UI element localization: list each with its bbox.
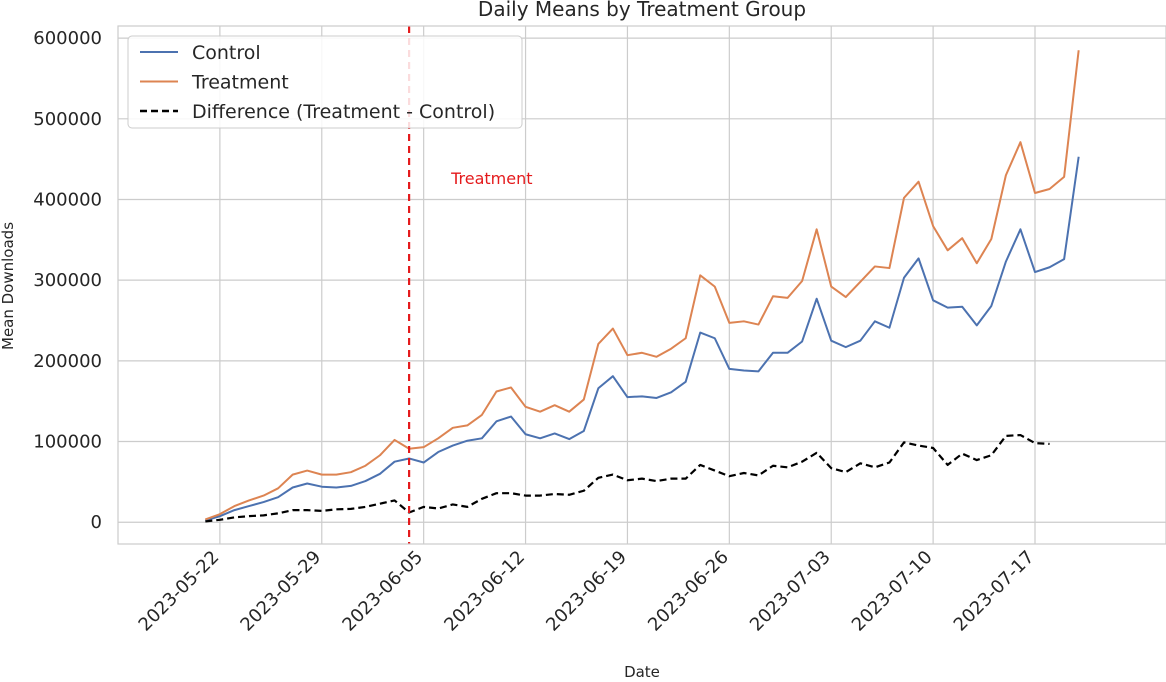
series-line-difference-treatment-control	[205, 433, 1050, 523]
x-tick-label: 2023-06-05	[338, 547, 427, 636]
x-tick-label: 2023-06-26	[644, 547, 733, 636]
treatment-annotation: Treatment	[450, 169, 532, 188]
y-tick-label: 400000	[33, 189, 102, 210]
legend: Control Treatment Difference (Treatment - …	[127, 35, 523, 129]
series-layer	[204, 50, 1080, 523]
legend-label-difference-treatment-control: Difference (Treatment - Control)	[192, 101, 495, 123]
legend-label-treatment: Treatment	[191, 72, 289, 94]
x-tick-label: 2023-06-12	[440, 547, 529, 636]
y-tick-label: 500000	[33, 109, 102, 130]
y-tick-label: 0	[91, 512, 102, 533]
y-tick-label: 100000	[33, 432, 102, 453]
legend-box	[127, 35, 523, 129]
x-tick-labels: 2023-05-22 2023-05-29 2023-06-05 2023-06-12…	[135, 547, 1039, 636]
x-tick-label: 2023-06-19	[542, 547, 631, 636]
x-tick-label: 2023-05-29	[236, 547, 325, 636]
x-tick-label: 2023-05-22	[135, 547, 224, 636]
series-line-control	[205, 156, 1080, 522]
y-tick-labels: 0 100000 200000 300000 400000 500000 600000	[33, 28, 102, 533]
x-axis-title: Date	[624, 663, 660, 681]
chart-title: Daily Means by Treatment Group	[478, 0, 806, 21]
y-tick-label: 300000	[33, 270, 102, 291]
x-tick-label: 2023-07-10	[848, 547, 937, 636]
plot-frame	[117, 25, 1166, 545]
x-tick-label: 2023-07-17	[950, 547, 1039, 636]
legend-label-control: Control	[192, 42, 261, 64]
x-tick-label: 2023-07-03	[746, 547, 835, 636]
series-line-treatment	[204, 50, 1080, 521]
y-axis-title: Mean Downloads	[0, 222, 17, 350]
y-tick-label: 600000	[33, 28, 102, 49]
y-tick-label: 200000	[33, 351, 102, 372]
